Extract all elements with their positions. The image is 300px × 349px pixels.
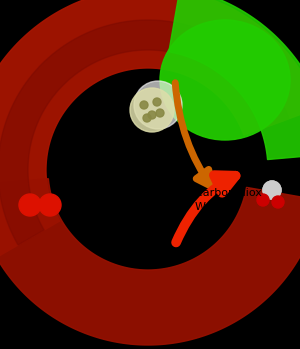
Circle shape: [263, 181, 281, 199]
Polygon shape: [0, 0, 300, 261]
Polygon shape: [0, 179, 300, 345]
Circle shape: [140, 101, 148, 109]
Text: Carbon diox: Carbon diox: [195, 188, 262, 198]
Circle shape: [143, 114, 151, 122]
Circle shape: [153, 98, 161, 106]
Circle shape: [134, 81, 182, 129]
Polygon shape: [169, 0, 300, 159]
Circle shape: [148, 111, 156, 119]
Text: Water: Water: [195, 202, 228, 212]
Ellipse shape: [160, 20, 290, 140]
Circle shape: [257, 194, 269, 206]
Circle shape: [156, 109, 164, 117]
Circle shape: [19, 194, 41, 216]
Circle shape: [130, 88, 174, 132]
Circle shape: [39, 194, 61, 216]
Circle shape: [272, 196, 284, 208]
Polygon shape: [0, 20, 289, 245]
